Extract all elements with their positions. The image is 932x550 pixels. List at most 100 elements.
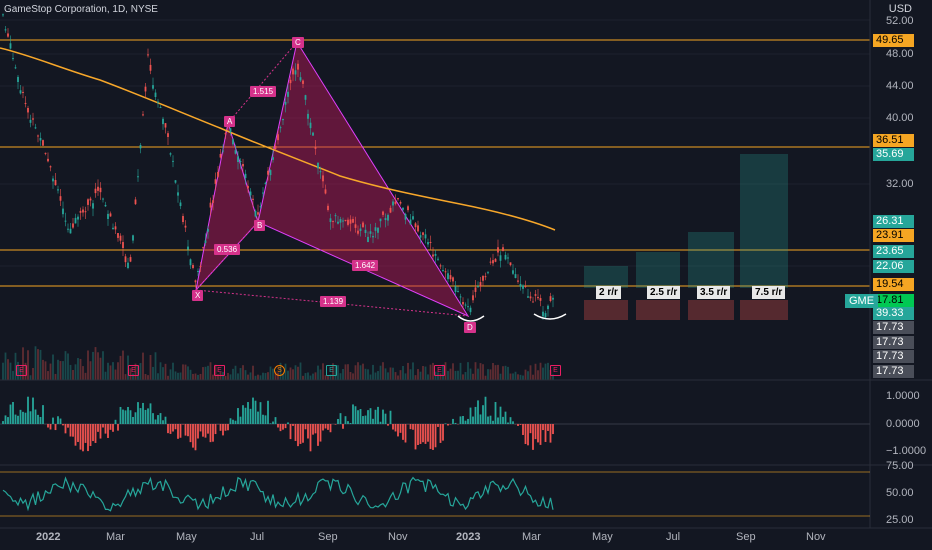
volume-bar: [182, 364, 184, 380]
volume-bar: [507, 366, 509, 380]
oscillator-bar: [534, 424, 537, 440]
volume-bar: [452, 363, 454, 380]
candle-body: [477, 286, 479, 288]
oscillator-bar: [467, 418, 469, 424]
volume-bar: [237, 373, 239, 380]
earnings-marker[interactable]: E: [16, 365, 27, 376]
oscillator-bar: [244, 407, 247, 424]
candle-body: [349, 219, 352, 224]
candle-body: [337, 221, 339, 224]
candle-body: [107, 213, 109, 219]
oscillator-bar: [417, 424, 419, 445]
oscillator-bar: [444, 423, 447, 424]
horizontal-levels[interactable]: [0, 39, 870, 287]
oscillator-bar: [369, 408, 372, 424]
volume-bar: [194, 373, 197, 380]
candle-body: [299, 77, 302, 81]
harmonic-pattern[interactable]: [195, 40, 470, 318]
volume-bar: [69, 364, 72, 380]
candle-body: [329, 218, 332, 223]
candle-body: [277, 134, 279, 141]
volume-bar: [204, 366, 207, 380]
candle-body: [494, 258, 497, 262]
oscillator-bar: [489, 415, 492, 424]
earnings-marker[interactable]: E: [214, 365, 225, 376]
oscillator-bar: [62, 424, 64, 426]
target-zones[interactable]: [584, 154, 788, 320]
volume-bar: [354, 365, 357, 380]
split-marker[interactable]: S: [274, 365, 285, 376]
volume-bar: [212, 374, 214, 380]
oscillator-bar: [409, 424, 412, 430]
oscillator-bar: [207, 424, 209, 434]
volume-bar: [57, 359, 59, 380]
candle-body: [39, 138, 42, 141]
oscillator-bar: [149, 403, 152, 424]
oscillator-bar: [364, 415, 367, 424]
volume-bar: [257, 374, 259, 380]
oscillator-bar: [294, 424, 297, 441]
volume-bar: [72, 369, 74, 380]
earnings-marker[interactable]: E: [128, 365, 139, 376]
oscillator-bar: [522, 424, 524, 435]
volume-bar: [129, 368, 132, 380]
volume-bar: [359, 365, 362, 380]
volume-bar: [329, 374, 332, 380]
volume-bar: [472, 373, 474, 380]
candle-body: [214, 179, 217, 184]
candle-body: [27, 108, 29, 113]
volume-bar: [89, 361, 92, 380]
volume-bar: [67, 353, 69, 380]
candle-body: [74, 217, 77, 224]
oscillator-bar: [384, 413, 387, 424]
volume-bar: [177, 372, 179, 380]
oscillator-bar: [499, 406, 502, 424]
candle-body: [549, 296, 552, 302]
earnings-marker[interactable]: E: [550, 365, 561, 376]
candle-body: [444, 271, 447, 273]
oscillator-bar: [422, 424, 424, 443]
time-tick: 2022: [36, 531, 61, 543]
volume-bar: [312, 373, 314, 380]
earnings-marker[interactable]: E: [434, 365, 445, 376]
oscillator-bar: [517, 424, 519, 426]
candle-body: [377, 227, 379, 233]
candle-body: [179, 202, 182, 207]
candle-body: [319, 171, 322, 173]
volume-bar: [494, 365, 497, 380]
volume-bar: [327, 375, 329, 380]
volume-bar: [229, 374, 232, 380]
oscillator-bar: [2, 421, 4, 424]
oscillator-bar: [397, 424, 399, 437]
oscillator-bar: [109, 424, 112, 430]
oscillator-bar: [399, 424, 402, 433]
volume-bar: [547, 362, 549, 380]
target-label: 22.06: [873, 260, 914, 273]
candle-body: [479, 282, 482, 287]
candle-body: [84, 211, 87, 213]
earnings-marker[interactable]: E: [326, 365, 337, 376]
volume-bar: [382, 362, 384, 380]
candle-body: [387, 214, 389, 221]
candle-body: [17, 76, 19, 83]
volume-bar: [517, 374, 519, 380]
rsi-tick: 75.00: [886, 460, 914, 472]
volume-bar: [12, 370, 14, 380]
oscillator-bar: [4, 415, 7, 424]
candle-body: [454, 286, 457, 292]
oscillator-bar: [402, 424, 404, 440]
volume-bar: [499, 373, 502, 380]
oscillator-bar: [374, 409, 377, 424]
oscillator-bar: [447, 424, 449, 426]
volume-bar: [259, 375, 262, 380]
volume-bar: [514, 371, 517, 380]
oscillator-bar: [367, 410, 369, 424]
volume-bar: [142, 352, 144, 380]
volume-bar: [292, 369, 294, 380]
volume-bar: [369, 374, 372, 380]
volume-bar: [92, 351, 94, 380]
candle-body: [32, 118, 34, 120]
candle-body: [142, 114, 144, 116]
candle-body: [219, 153, 222, 158]
